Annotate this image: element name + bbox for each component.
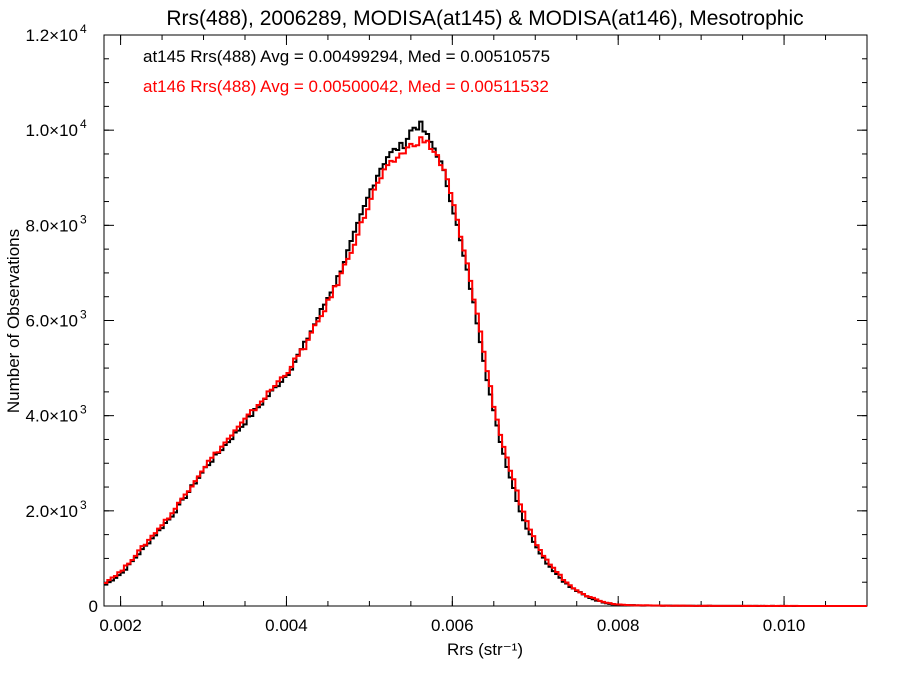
y-tick-label: 6.0×10 — [26, 312, 78, 331]
x-tick-label: 0.008 — [597, 616, 640, 635]
y-tick-exponent: 3 — [80, 308, 87, 322]
x-axis: 0.002 0.004 0.006 0.008 0.010 — [99, 35, 868, 635]
y-tick-exponent: 3 — [80, 498, 87, 512]
plot-frame — [103, 34, 868, 607]
y-tick-exponent: 3 — [80, 403, 87, 417]
y-tick-label-base: 1.2×10 — [26, 26, 78, 45]
y-tick-label: 0 — [89, 597, 98, 616]
legend-series-2: at146 Rrs(488) Avg = 0.00500042, Med = 0… — [143, 77, 549, 96]
y-tick-label: 1.0×10 — [26, 121, 78, 140]
chart-title: Rrs(488), 2006289, MODISA(at145) & MODIS… — [166, 7, 803, 30]
y-tick-exponent: 4 — [80, 22, 87, 36]
x-axis-label: Rrs (str⁻¹) — [447, 640, 523, 659]
y-tick-label-base: 0 — [89, 597, 98, 616]
x-tick-label: 0.002 — [99, 616, 142, 635]
y-tick-exponent: 4 — [80, 117, 87, 131]
y-tick-label: 2.0×10 — [26, 502, 78, 521]
y-tick-label: 4.0×10 — [26, 407, 78, 426]
y-tick-label: 8.0×10 — [26, 216, 78, 235]
y-tick-label-base: 6.0×10 — [26, 312, 78, 331]
y-tick-exponent: 3 — [80, 212, 87, 226]
legend-series-1: at145 Rrs(488) Avg = 0.00499294, Med = 0… — [143, 47, 550, 66]
series-line-2 — [104, 136, 867, 607]
x-tick-label: 0.006 — [431, 616, 474, 635]
x-tick-label: 0.004 — [265, 616, 308, 635]
y-tick-label-base: 2.0×10 — [26, 502, 78, 521]
y-axis: 02.0×10 34.0×10 36.0×10 38.0×10 31.0×10 41.2×… — [26, 22, 867, 616]
y-tick-label-base: 4.0×10 — [26, 407, 78, 426]
y-tick-label-base: 1.0×10 — [26, 121, 78, 140]
y-axis-label: Number of Observations — [4, 229, 23, 413]
y-tick-label-base: 8.0×10 — [26, 216, 78, 235]
x-tick-label: 0.010 — [763, 616, 806, 635]
y-tick-label: 1.2×10 — [26, 26, 78, 45]
series-lines — [104, 120, 867, 607]
